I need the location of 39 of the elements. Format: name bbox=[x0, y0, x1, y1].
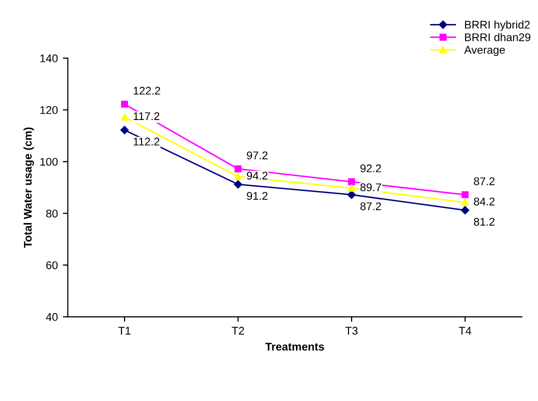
point bbox=[460, 206, 470, 214]
point bbox=[234, 165, 242, 172]
point bbox=[462, 191, 469, 198]
data-label: 92.2 bbox=[360, 164, 381, 172]
point bbox=[348, 184, 356, 192]
x-tick-label: T1 bbox=[118, 326, 130, 335]
y-tick-label: 140 bbox=[40, 54, 58, 62]
y-tick-label: 40 bbox=[46, 313, 58, 321]
data-label: 89.7 bbox=[360, 183, 381, 192]
data-label: 97.2 bbox=[246, 151, 268, 160]
legend-label: BRRI hybrid2 bbox=[465, 20, 530, 31]
x-axis-title: Treatments bbox=[265, 342, 324, 351]
legend-label: Average bbox=[464, 46, 505, 56]
point bbox=[347, 190, 356, 199]
point bbox=[348, 178, 356, 186]
data-label: 81.2 bbox=[474, 218, 494, 226]
data-label: 94.2 bbox=[246, 172, 268, 180]
point bbox=[234, 180, 242, 188]
x-tick-label: T3 bbox=[345, 326, 358, 335]
data-label: 112.2 bbox=[134, 138, 160, 146]
y-tick-label: 60 bbox=[46, 261, 58, 270]
y-tick-label: 120 bbox=[40, 106, 58, 114]
point bbox=[121, 100, 128, 108]
data-label: 84.2 bbox=[474, 198, 494, 206]
point bbox=[120, 126, 129, 134]
point bbox=[462, 198, 469, 206]
point bbox=[121, 114, 128, 121]
y-tick-label: 100 bbox=[40, 158, 58, 166]
y-axis-title: Total Water usage (cm) bbox=[24, 128, 34, 248]
data-label: 87.2 bbox=[360, 202, 381, 210]
data-label: 91.2 bbox=[246, 192, 268, 200]
data-label: 117.2 bbox=[134, 112, 160, 120]
x-tick-label: T4 bbox=[458, 326, 472, 335]
x-tick-label: T2 bbox=[232, 326, 244, 335]
data-label: 122.2 bbox=[134, 86, 160, 95]
y-tick-label: 80 bbox=[46, 210, 58, 218]
data-label: 87.2 bbox=[474, 177, 494, 186]
point bbox=[234, 173, 242, 180]
legend-label: BRRI dhan29 bbox=[465, 33, 530, 42]
